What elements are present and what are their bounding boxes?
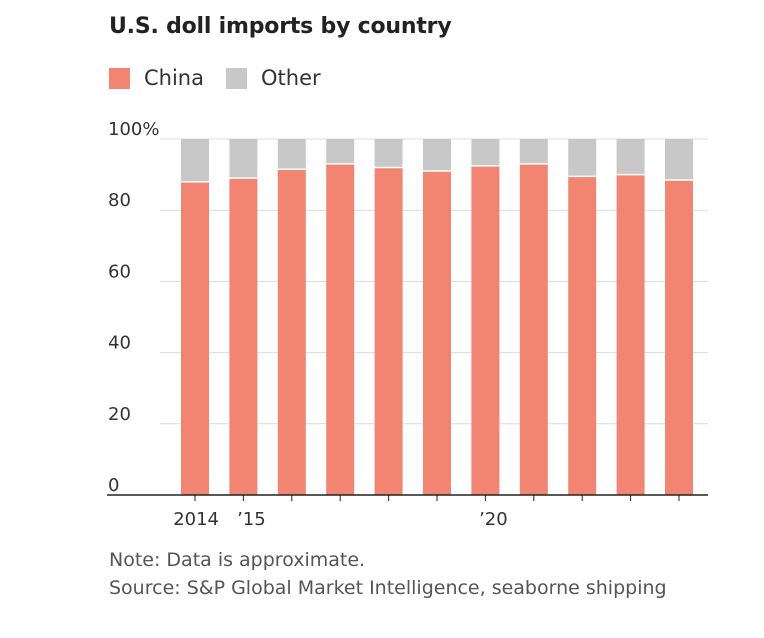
bar-other-2024 [665, 139, 693, 180]
y-tick-label: 60 [108, 261, 131, 282]
bar-china-2014 [181, 181, 209, 495]
bar-other-2017 [326, 139, 355, 164]
x-axis: 2014 ’15 ’20 [107, 494, 708, 530]
bar-other-2022 [568, 139, 597, 177]
bar-china-’15 [229, 178, 258, 495]
y-tick-label: 0 [108, 475, 119, 496]
bar-other-2016 [277, 139, 306, 170]
legend: China Other [109, 66, 343, 90]
legend-label-other: Other [261, 66, 321, 90]
legend-label-china: China [144, 66, 204, 90]
bar-other-2018 [374, 139, 403, 168]
legend-item-china: China [109, 66, 204, 90]
bars [181, 139, 693, 496]
source-text: Source: S&P Global Market Intelligence, … [109, 577, 667, 599]
bar-china-2021 [519, 163, 548, 496]
legend-item-other: Other [226, 66, 321, 90]
bar-china-2018 [374, 167, 403, 496]
y-tick-label: 80 [108, 190, 131, 211]
y-axis-ticks: 0 20 40 60 80 100% [108, 119, 159, 496]
x-tick-label: ’15 [237, 509, 266, 530]
bar-other-’15 [229, 139, 258, 179]
bar-other-2021 [519, 139, 548, 164]
y-tick-label: 20 [108, 404, 131, 425]
y-tick-label: 40 [108, 333, 131, 354]
bar-china-2019 [423, 171, 451, 496]
chart-title: U.S. doll imports by country [109, 14, 452, 39]
bar-china-2016 [277, 169, 306, 495]
legend-swatch-china [109, 67, 130, 89]
bar-other-2023 [616, 139, 645, 175]
bar-china-2023 [616, 174, 645, 495]
bar-other-’20 [471, 139, 500, 166]
legend-swatch-other [226, 67, 247, 89]
chart-notes: Note: Data is approximate. Source: S&P G… [109, 546, 709, 602]
bar-other-2019 [423, 139, 451, 172]
x-tick-label: 2014 [173, 509, 219, 530]
bar-china-2017 [326, 163, 355, 496]
bar-other-2014 [181, 139, 209, 182]
x-tick-label: ’20 [479, 509, 508, 530]
note-text: Note: Data is approximate. [109, 549, 366, 571]
y-tick-label: 100% [108, 119, 159, 140]
bar-china-2022 [568, 176, 597, 495]
bar-china-’20 [471, 165, 500, 495]
bar-china-2024 [665, 179, 693, 495]
